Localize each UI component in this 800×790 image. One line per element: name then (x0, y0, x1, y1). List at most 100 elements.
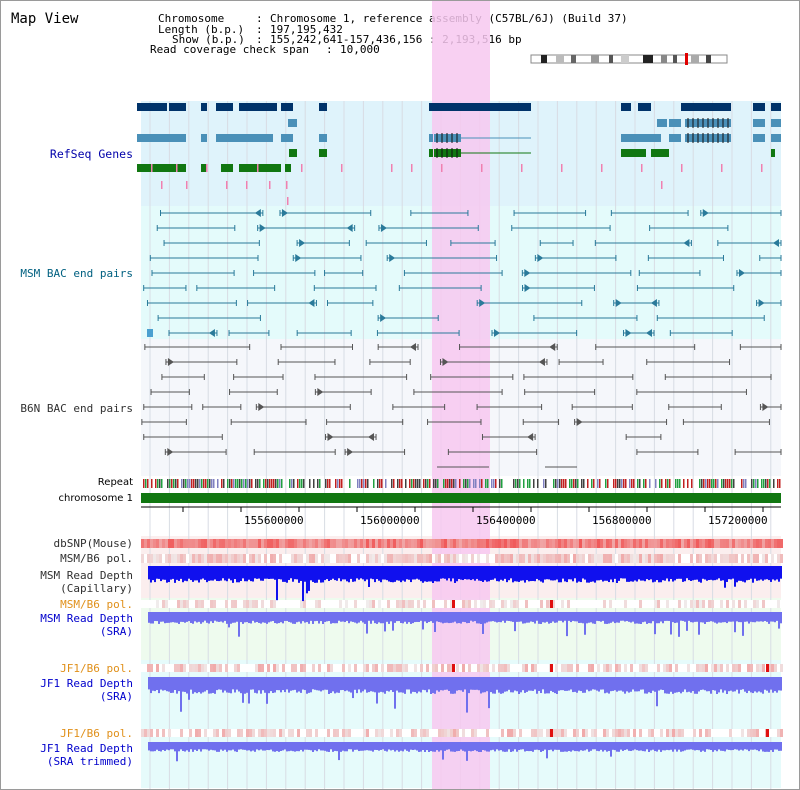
repeat-mark (479, 479, 481, 488)
jf1-sra-depth (494, 677, 496, 694)
jf1-sra-trimmed-depth (646, 742, 648, 750)
track-label-b6n-bac[interactable]: B6N BAC end pairs (20, 402, 133, 415)
track-label-msm-bac[interactable]: MSM BAC end pairs (20, 267, 133, 280)
jf1-b6-pol-density (480, 664, 483, 672)
jf1-b6-pol-trim-density (309, 729, 312, 737)
track-label-msm-depth-cap-1[interactable]: MSM Read Depth (40, 569, 133, 582)
jf1-sra-trimmed-depth (378, 742, 380, 751)
msm-sra-depth (666, 612, 668, 621)
track-label-jf1-depth-sra-2[interactable]: (SRA) (99, 690, 133, 703)
msm-sra-depth (698, 612, 700, 635)
msm-b6-pol-density (147, 554, 150, 563)
track-label-refseq[interactable]: RefSeq Genes (49, 147, 133, 161)
msm-sra-depth (670, 612, 672, 635)
msm-capillary-depth (552, 566, 554, 581)
track-label-msm-depth-sra-2[interactable]: (SRA) (99, 625, 133, 638)
msm-sra-depth (214, 612, 216, 621)
msm-sra-depth (210, 612, 212, 622)
track-label-dbsnp[interactable]: dbSNP(Mouse) (53, 537, 133, 550)
jf1-sra-trimmed-depth (502, 742, 504, 752)
msm-b6-pol-density (582, 554, 585, 563)
track-label-repeat[interactable]: Repeat (97, 477, 133, 488)
jf1-sra-depth (208, 677, 210, 694)
jf1-sra-trimmed-depth (592, 742, 594, 750)
chromosome-bar (141, 493, 781, 503)
jf1-sra-trimmed-depth (532, 742, 534, 752)
track-label-jf1-b6-pol-1[interactable]: JF1/B6 pol. (60, 662, 133, 675)
msm-capillary-depth (260, 566, 262, 581)
jf1-sra-depth (330, 677, 332, 693)
msm-b6-pol-sra-density (270, 600, 273, 608)
repeat-mark (563, 479, 565, 488)
msm-b6-pol-sra-density (456, 600, 459, 608)
msm-capillary-depth (344, 566, 346, 580)
track-label-chromosome[interactable]: chromosome 1 (58, 493, 133, 504)
pseudo-gene-mark (561, 164, 563, 172)
msm-sra-depth (600, 612, 602, 622)
jf1-sra-trimmed-depth (652, 742, 654, 750)
jf1-sra-trimmed-depth (288, 742, 290, 752)
jf1-b6-pol-trim-density (594, 729, 597, 737)
jf1-sra-trimmed-depth (566, 742, 568, 752)
msm-sra-depth (512, 612, 514, 622)
jf1-sra-depth (376, 677, 378, 704)
msm-capillary-depth (540, 566, 542, 582)
jf1-b6-pol-trim-density (747, 729, 750, 737)
msm-capillary-depth (504, 566, 506, 579)
msm-capillary-depth (374, 566, 376, 583)
track-label-msm-b6-pol-1[interactable]: MSM/B6 pol. (60, 552, 133, 565)
jf1-b6-pol-trim-density (609, 729, 612, 737)
jf1-sra-depth (212, 677, 214, 693)
repeat-mark (687, 479, 689, 488)
jf1-sra-depth (442, 677, 444, 691)
msm-sra-depth (160, 612, 162, 622)
jf1-sra-trimmed-depth (314, 742, 316, 751)
msm-b6-pol-sra-density (534, 600, 537, 608)
jf1-b6-pol-density (633, 664, 636, 672)
msm-sra-depth (564, 612, 566, 621)
track-label-jf1-b6-pol-2[interactable]: JF1/B6 pol. (60, 727, 133, 740)
jf1-sra-depth (248, 677, 250, 704)
msm-b6-pol-sra-density (327, 600, 330, 608)
track-label-msm-b6-pol-2[interactable]: MSM/B6 pol. (60, 598, 133, 611)
jf1-b6-pol-trim-density (519, 729, 522, 737)
msm-capillary-depth (526, 566, 528, 581)
repeat-mark (397, 479, 399, 488)
jf1-b6-pol-density (375, 664, 378, 672)
dbsnp-density (342, 539, 345, 548)
jf1-b6-pol-trim-density (165, 729, 168, 737)
track-label-jf1-depth-trim-2[interactable]: (SRA trimmed) (46, 755, 133, 768)
jf1-sra-trimmed-depth (284, 742, 286, 750)
jf1-sra-trimmed-depth (196, 742, 198, 751)
msm-b6-pol-density (270, 554, 273, 563)
track-label-msm-depth-cap-2[interactable]: (Capillary) (60, 582, 133, 595)
repeat-mark (417, 479, 419, 488)
track-label-msm-depth-sra-1[interactable]: MSM Read Depth (40, 612, 133, 625)
msm-capillary-depth (246, 566, 248, 582)
jf1-b6-pol-density (333, 664, 336, 672)
jf1-b6-pol-density (258, 664, 261, 672)
jf1-sra-depth (678, 677, 680, 692)
jf1-b6-pol-density (363, 664, 366, 672)
repeat-mark (639, 479, 641, 488)
msm-capillary-depth (508, 566, 510, 581)
jf1-sra-depth (198, 677, 200, 693)
repeat-mark (207, 479, 209, 488)
track-label-jf1-depth-trim-1[interactable]: JF1 Read Depth (40, 742, 133, 755)
dbsnp-density (678, 539, 681, 548)
repeat-mark (189, 479, 191, 488)
msm-sra-depth (306, 612, 308, 623)
jf1-sra-depth (408, 677, 410, 690)
jf1-sra-trimmed-depth (202, 742, 204, 750)
msm-b6-pol-sra-density (243, 600, 246, 608)
msm-b6-pol-sra-density (228, 600, 231, 608)
jf1-sra-depth (548, 677, 550, 694)
msm-capillary-depth (376, 566, 378, 580)
msm-sra-depth (284, 612, 286, 621)
msm-capillary-depth (268, 566, 270, 579)
jf1-sra-trimmed-depth (438, 742, 440, 752)
msm-bac-pair-arrow (346, 224, 353, 232)
jf1-sra-trimmed-depth (372, 742, 374, 752)
track-label-jf1-depth-sra-1[interactable]: JF1 Read Depth (40, 677, 133, 690)
